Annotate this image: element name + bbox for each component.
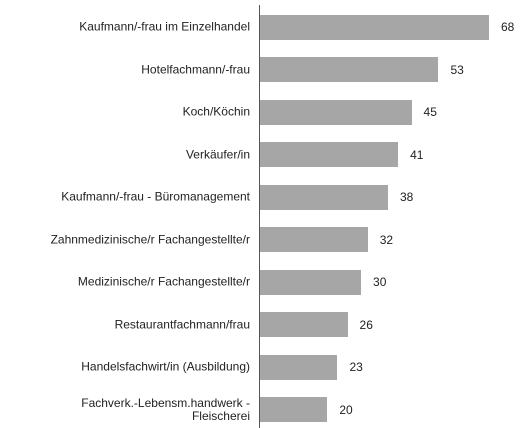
bar — [260, 14, 489, 40]
category-label: Kaufmann/-frau - Büromanagement — [61, 189, 250, 204]
category-label: Koch/Köchin — [182, 104, 250, 119]
value-label: 38 — [399, 190, 414, 204]
bar — [260, 142, 399, 167]
value-label: 32 — [379, 232, 394, 247]
bar — [260, 397, 328, 422]
category-label: Hotelfachmann/-frau — [141, 62, 250, 76]
value-label: 41 — [410, 147, 424, 162]
value-label: 26 — [359, 317, 373, 332]
bar — [260, 184, 388, 210]
bar — [260, 354, 338, 380]
value-label: 30 — [373, 275, 387, 289]
bar — [260, 227, 368, 252]
value-label: 20 — [339, 402, 353, 417]
value-label: 68 — [501, 20, 515, 34]
bar — [260, 99, 412, 125]
category-label: Kaufmann/-frau im Einzelhandel — [79, 19, 250, 34]
category-label: Restaurantfachmann/frau — [114, 317, 250, 331]
category-label: Medizinische/r Fachangestellte/r — [77, 274, 250, 289]
value-label: 23 — [349, 360, 363, 374]
category-label: Fachverk.-Lebensm.handwerk - Fleischerei — [81, 395, 250, 423]
category-label: Handelsfachwirt/in (Ausbildung) — [81, 359, 250, 374]
value-label: 53 — [450, 62, 464, 77]
bar — [260, 57, 439, 82]
category-label: Zahnmedizinische/r Fachangestellte/r — [50, 232, 250, 246]
axis-line — [259, 5, 260, 428]
category-label: Verkäufer/in — [185, 147, 250, 161]
bar — [260, 312, 348, 337]
bar — [260, 269, 362, 295]
value-label: 45 — [423, 105, 437, 119]
